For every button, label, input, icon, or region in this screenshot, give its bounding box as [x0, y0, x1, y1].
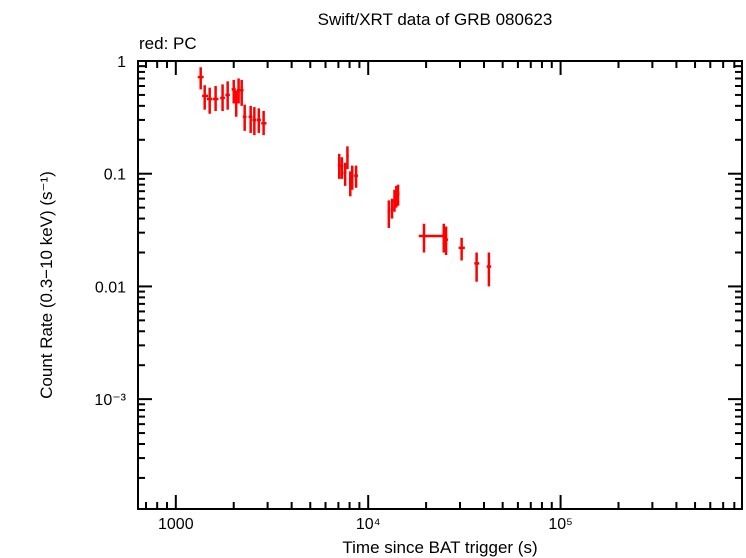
data-point: [390, 198, 394, 219]
data-point: [396, 184, 400, 206]
data-point: [225, 81, 230, 110]
y-tick-label: 1: [117, 54, 126, 71]
chart-title: Swift/XRT data of GRB 080623: [318, 10, 553, 29]
data-point: [206, 87, 213, 114]
data-point: [458, 237, 465, 261]
x-axis-label: Time since BAT trigger (s): [342, 538, 537, 557]
data-point: [197, 67, 204, 90]
plot-frame: [137, 60, 743, 510]
data-point: [343, 162, 347, 186]
data-point: [261, 111, 267, 136]
data-point: [237, 78, 241, 104]
y-tick-label: 0.01: [95, 279, 126, 296]
chart-subtitle: red: PC: [139, 34, 197, 53]
data-point: [340, 157, 344, 179]
data-point: [256, 108, 261, 133]
data-point: [346, 146, 349, 170]
data-point: [387, 200, 391, 228]
x-tick-label: 10⁵: [548, 516, 572, 533]
data-point: [234, 90, 238, 117]
data-point: [486, 252, 492, 287]
data-point: [418, 223, 443, 253]
data-point: [202, 85, 209, 110]
data-point: [350, 165, 354, 190]
data-point: [242, 104, 247, 131]
y-tick-label: 0.1: [104, 167, 126, 184]
y-tick-label: 10⁻³: [94, 392, 126, 409]
data-point: [474, 252, 480, 282]
x-tick-label: 10⁴: [356, 516, 381, 533]
data-point: [444, 226, 449, 256]
data-point: [252, 107, 257, 136]
x-tick-label: 1000: [158, 516, 194, 533]
data-point: [248, 105, 253, 133]
data-point: [337, 153, 341, 179]
data-point: [354, 165, 358, 188]
data-point: [212, 86, 219, 112]
data-point: [220, 84, 225, 112]
y-axis-label: Count Rate (0.3−10 keV) (s⁻¹): [37, 171, 56, 399]
data-point: [231, 79, 236, 104]
data-point: [240, 79, 244, 106]
data-point: [442, 223, 446, 253]
